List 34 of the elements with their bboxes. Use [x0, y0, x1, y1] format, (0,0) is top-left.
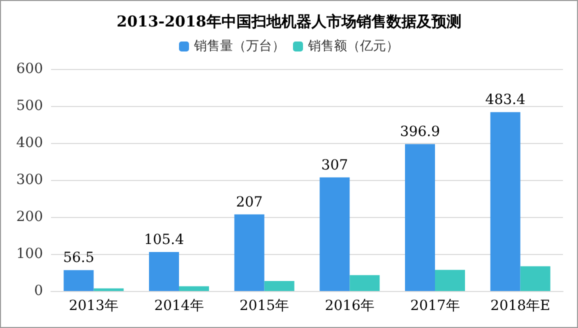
bar — [179, 286, 209, 291]
bar — [405, 144, 435, 291]
data-label: 396.9 — [400, 124, 440, 140]
bar — [94, 288, 124, 291]
bar — [64, 270, 94, 291]
data-label: 483.4 — [485, 92, 526, 108]
bar — [350, 275, 380, 291]
bar — [264, 281, 294, 291]
y-tick-label: 500 — [16, 98, 43, 114]
y-tick-label: 100 — [16, 246, 43, 262]
bar — [435, 270, 465, 291]
y-tick-label: 200 — [16, 209, 43, 225]
data-label: 105.4 — [144, 232, 184, 248]
y-tick-label: 400 — [16, 135, 43, 151]
y-tick-label: 600 — [16, 61, 43, 77]
y-tick-label: 300 — [16, 172, 43, 188]
y-tick-label: 0 — [34, 283, 43, 299]
data-label: 207 — [236, 194, 263, 210]
x-tick-label: 2013年 — [68, 298, 118, 314]
bar — [320, 177, 350, 291]
x-tick-label: 2017年 — [410, 298, 460, 314]
legend-label: 销售量（万台） — [193, 39, 285, 54]
x-tick-label: 2016年 — [324, 298, 374, 314]
bar — [520, 266, 550, 291]
legend-label: 销售额（亿元） — [307, 39, 399, 54]
x-tick-label: 2018年E — [490, 298, 550, 314]
chart-title: 2013-2018年中国扫地机器人市场销售数据及预测 — [116, 12, 462, 30]
bar — [149, 252, 179, 291]
bar — [490, 112, 520, 291]
x-tick-label: 2015年 — [240, 298, 290, 314]
data-label: 56.5 — [63, 250, 94, 266]
bar — [234, 214, 264, 291]
data-label: 307 — [321, 157, 348, 174]
x-tick-label: 2014年 — [154, 298, 204, 314]
